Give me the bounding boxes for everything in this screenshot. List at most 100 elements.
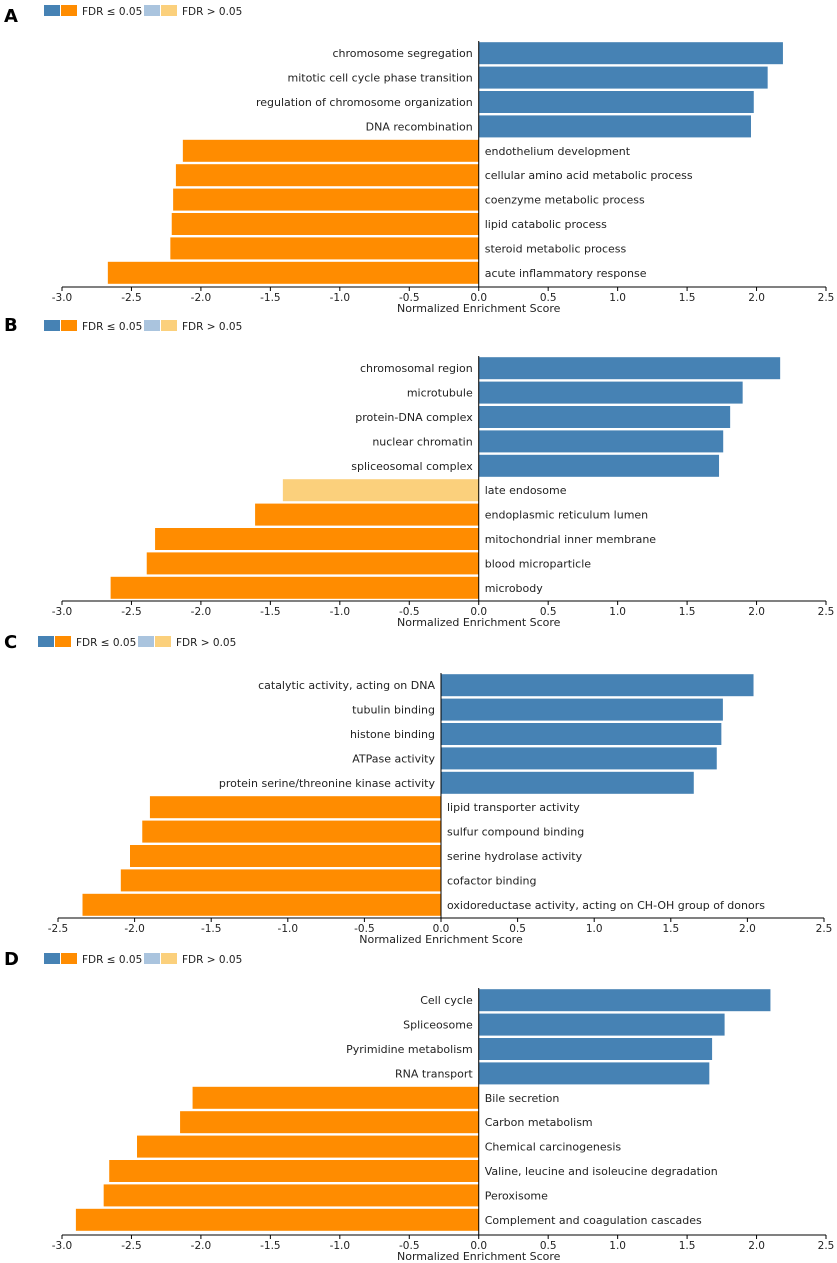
legend-swatch-neg-sig <box>61 320 77 331</box>
x-tick-label: -1.0 <box>330 606 351 618</box>
bar <box>478 989 771 1012</box>
x-tick-label: -2.5 <box>121 606 142 618</box>
legend-swatch-neg-sig <box>61 5 77 16</box>
x-tick-label: -2.0 <box>191 292 212 304</box>
x-tick-label: -0.5 <box>399 606 420 618</box>
x-tick-label: -1.5 <box>201 923 222 935</box>
x-tick-label: -1.5 <box>260 1240 281 1252</box>
bar-label: Spliceosome <box>403 1019 473 1032</box>
x-axis-title: Normalized Enrichment Score <box>397 1250 561 1263</box>
bar-label: steroid metabolic process <box>485 242 627 255</box>
bar-label: lipid transporter activity <box>447 801 580 814</box>
legend-label-nonsig: FDR > 0.05 <box>182 321 242 333</box>
bar-label: microtubule <box>407 387 473 400</box>
panel-d: D FDR ≤ 0.05 FDR > 0.05 Cell cycle Spliceoso… <box>4 949 834 1263</box>
bar <box>441 674 754 697</box>
bar-label: mitochondrial inner membrane <box>485 533 657 546</box>
bar-label: Pyrimidine metabolism <box>346 1043 473 1056</box>
bar <box>82 893 442 916</box>
bar <box>478 430 724 453</box>
panel-a: A FDR ≤ 0.05 FDR > 0.05 chromosome segregat… <box>4 5 834 315</box>
x-tick-label: -0.5 <box>399 1240 420 1252</box>
panel-letter: D <box>4 949 19 970</box>
bar-label: spliceosomal complex <box>351 460 473 473</box>
bar <box>103 1184 479 1207</box>
bar <box>171 213 479 235</box>
bar-label: endoplasmic reticulum lumen <box>485 509 648 522</box>
bar-label: microbody <box>485 582 544 595</box>
bar-label: blood microparticle <box>485 557 592 570</box>
x-tick-label: 2.5 <box>818 292 835 304</box>
bar <box>107 261 479 284</box>
x-tick-label: 0.0 <box>470 1240 487 1252</box>
bar-label: Peroxisome <box>485 1189 548 1202</box>
bar-label: Bile secretion <box>485 1092 560 1105</box>
bar-label: Cell cycle <box>420 994 473 1007</box>
x-tick-label: -1.5 <box>260 292 281 304</box>
x-tick-label: -1.5 <box>260 606 281 618</box>
legend-swatch-pos-nonsig <box>144 5 160 16</box>
x-tick-label: 2.0 <box>748 606 765 618</box>
bar <box>478 357 781 380</box>
bar <box>170 237 479 260</box>
x-tick-label: -1.0 <box>330 1240 351 1252</box>
legend: FDR ≤ 0.05 FDR > 0.05 <box>44 320 242 333</box>
bar-label: Valine, leucine and isoleucine degradati… <box>485 1165 718 1178</box>
x-tick-label: 0.0 <box>433 923 450 935</box>
bar <box>478 406 731 428</box>
bar-label: endothelium development <box>485 145 631 158</box>
bar-label: oxidoreductase activity, acting on CH-OH… <box>447 899 765 912</box>
x-tick-label: -1.0 <box>278 923 299 935</box>
x-tick-label: 0.0 <box>470 606 487 618</box>
bar <box>75 1208 479 1231</box>
bar <box>109 1160 479 1182</box>
legend-swatch-pos-sig <box>44 953 60 964</box>
legend: FDR ≤ 0.05 FDR > 0.05 <box>38 636 236 649</box>
x-tick-label: -2.0 <box>191 1240 212 1252</box>
bar-label: acute inflammatory response <box>485 267 647 280</box>
bar-label: Carbon metabolism <box>485 1116 593 1129</box>
bar-label: catalytic activity, acting on DNA <box>258 679 435 692</box>
bar <box>175 164 479 187</box>
legend-label-sig: FDR ≤ 0.05 <box>82 321 142 333</box>
bar-label: cellular amino acid metabolic process <box>485 169 693 182</box>
bar-label: sulfur compound binding <box>447 826 584 839</box>
bar-label: histone binding <box>350 728 435 741</box>
legend-label-sig: FDR ≤ 0.05 <box>82 954 142 966</box>
legend-swatch-neg-nonsig <box>161 953 177 964</box>
legend-swatch-pos-nonsig <box>144 320 160 331</box>
x-tick-label: 0.5 <box>540 292 557 304</box>
x-tick-label: -2.0 <box>191 606 212 618</box>
bar <box>155 528 479 550</box>
bar <box>478 1038 713 1060</box>
bar <box>478 115 751 138</box>
x-axis-title: Normalized Enrichment Score <box>397 302 561 315</box>
x-tick-label: 0.5 <box>540 606 557 618</box>
panel-b: B FDR ≤ 0.05 FDR > 0.05 chromosomal region m… <box>4 315 834 629</box>
x-tick-label: 2.5 <box>818 1240 835 1252</box>
bar <box>182 139 479 162</box>
legend-swatch-neg-nonsig <box>161 320 177 331</box>
bar <box>110 576 479 599</box>
bar-label: cofactor binding <box>447 874 537 887</box>
x-tick-label: 0.0 <box>470 292 487 304</box>
x-tick-label: 1.0 <box>586 923 603 935</box>
bar-label: ATPase activity <box>352 752 435 765</box>
bar-label: Chemical carcinogenesis <box>485 1141 622 1154</box>
x-tick-label: 1.0 <box>609 292 626 304</box>
bar <box>478 42 783 65</box>
x-tick-label: -3.0 <box>52 1240 73 1252</box>
bar <box>478 1013 725 1036</box>
bar <box>142 820 441 843</box>
x-tick-label: 1.0 <box>609 1240 626 1252</box>
bar <box>180 1111 479 1134</box>
legend-swatch-neg-sig <box>55 636 71 647</box>
x-tick-label: -2.5 <box>48 923 69 935</box>
bar-label: lipid catabolic process <box>485 218 607 231</box>
bar <box>282 479 479 502</box>
bar <box>441 698 723 721</box>
bar <box>130 845 441 867</box>
bar-label: serine hydrolase activity <box>447 850 583 863</box>
legend-swatch-neg-nonsig <box>155 636 171 647</box>
